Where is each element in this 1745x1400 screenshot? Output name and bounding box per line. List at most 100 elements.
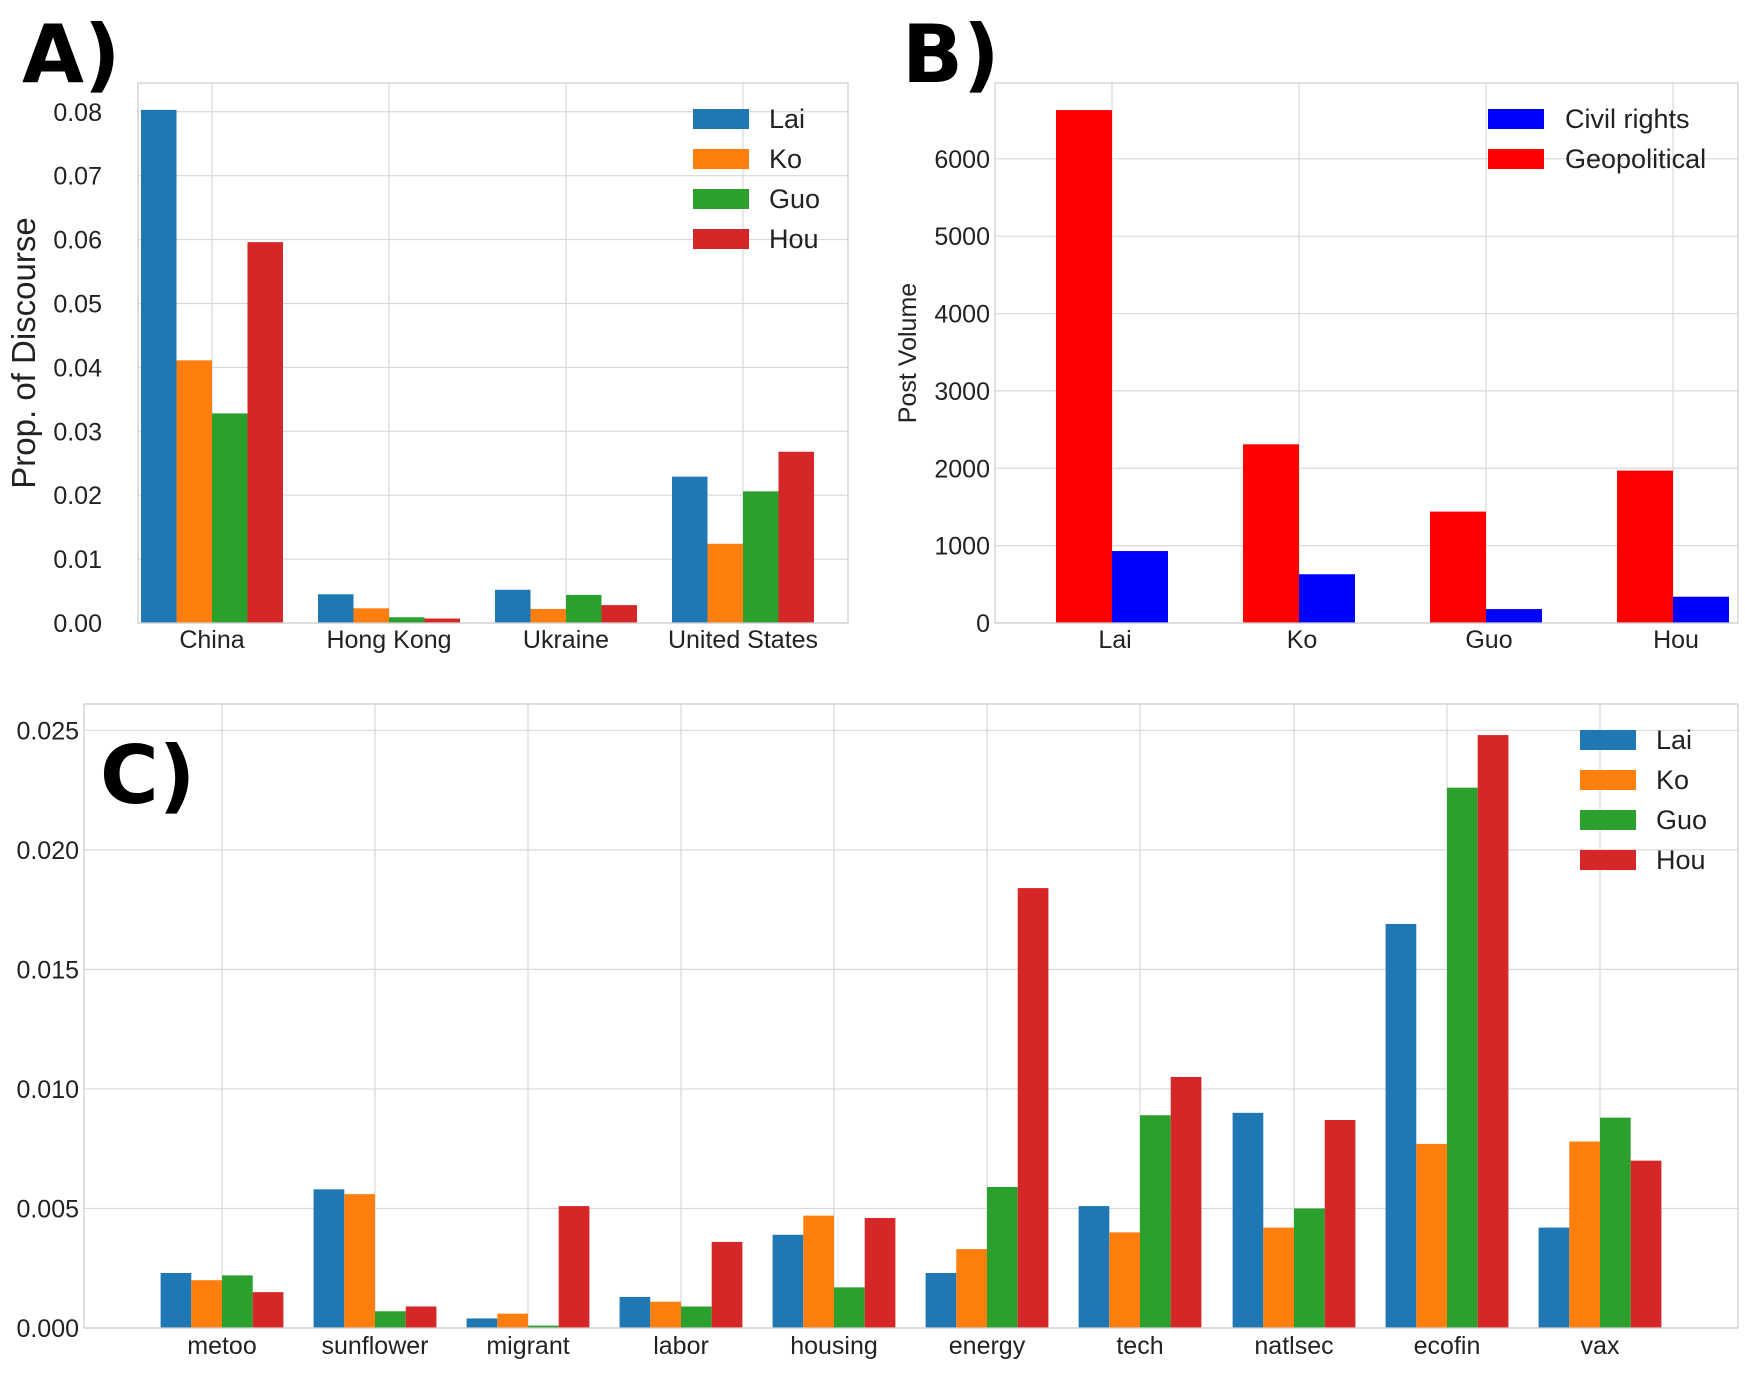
y-tick-label: 0.03	[53, 418, 102, 446]
y-tick-label: 0.00	[53, 610, 102, 638]
bar-ko-ecofin	[1416, 1143, 1447, 1328]
bar-hou-united-states	[778, 451, 814, 623]
y-axis-label: Prop. of Discourse	[5, 217, 42, 488]
panel-label: B)	[902, 8, 1000, 101]
y-tick-label: 0.005	[16, 1195, 79, 1223]
x-tick-label: Guo	[1465, 626, 1512, 654]
x-tick-label: Ko	[1287, 626, 1318, 654]
panel-label: A)	[22, 8, 120, 101]
legend-swatch	[1580, 850, 1636, 870]
x-tick-label: migrant	[486, 1332, 569, 1360]
bar-lai-vax	[1538, 1227, 1570, 1328]
y-axis-label: Post Volume	[894, 283, 922, 423]
bar-hou-housing	[864, 1218, 896, 1328]
bar-lai-migrant	[466, 1318, 498, 1328]
plot-frame	[994, 82, 1739, 624]
bar-ko-labor	[650, 1301, 681, 1328]
chart-panel-a: 0.00 0.01 0.02 0.03 0.04 0.05 0.06 0.07 0.08 Chin…	[5, 8, 849, 654]
legend-label: Guo	[1656, 805, 1707, 835]
legend: Lai Ko Guo Hou	[1580, 725, 1707, 875]
y-tick-label: 5000	[934, 223, 990, 251]
bar-guo-labor	[681, 1306, 712, 1328]
bar-lai-metoo	[160, 1273, 192, 1328]
x-tick-label: tech	[1116, 1332, 1163, 1360]
bar-hou-migrant	[558, 1206, 590, 1328]
bar-hou-sunflower	[405, 1306, 437, 1328]
y-tick-label: 0.01	[53, 546, 102, 574]
legend-label: Civil rights	[1565, 104, 1690, 134]
x-tick-label: housing	[790, 1332, 878, 1360]
bar-guo-vax	[1600, 1117, 1631, 1328]
bar-civil-rights-guo	[1486, 609, 1542, 623]
bar-ko-natlsec	[1263, 1227, 1294, 1328]
y-tick-label: 0.05	[53, 290, 102, 318]
bar-hou-labor	[711, 1241, 743, 1328]
legend: Lai Ko Guo Hou	[693, 104, 820, 254]
x-tick-label: ecofin	[1414, 1332, 1481, 1360]
y-tick-label: 4000	[934, 301, 990, 329]
plot-frame	[137, 82, 849, 624]
x-tick-label: China	[179, 626, 244, 654]
x-tick-label: labor	[653, 1332, 709, 1360]
bar-lai-united-states	[672, 476, 708, 623]
bar-geopolitical-lai	[1056, 110, 1112, 623]
bar-guo-tech	[1140, 1115, 1171, 1328]
chart-panel-b: 0 1000 2000 3000 4000 5000 6000 Lai Ko Guo Hou Post…	[894, 8, 1739, 654]
legend-label: Hou	[1656, 845, 1706, 875]
x-tick-label: vax	[1581, 1332, 1620, 1360]
legend-swatch	[1580, 810, 1636, 830]
legend: Civil rights Geopolitical	[1488, 104, 1706, 174]
bar-ko-ukraine	[530, 608, 566, 623]
y-tick-label: 0.025	[16, 717, 79, 745]
bar-guo-hong-kong	[389, 617, 425, 623]
x-tick-label: Hou	[1653, 626, 1699, 654]
bar-lai-energy	[925, 1273, 957, 1328]
y-tick-label: 0.000	[16, 1315, 79, 1343]
x-tick-label: United States	[668, 626, 818, 654]
bar-geopolitical-guo	[1430, 511, 1486, 623]
y-tick-label: 0.010	[16, 1076, 79, 1104]
bar-lai-ecofin	[1385, 923, 1417, 1328]
x-tick-label: energy	[949, 1332, 1026, 1360]
bar-ko-housing	[803, 1215, 834, 1328]
x-tick-label: Ukraine	[523, 626, 609, 654]
legend-swatch	[693, 149, 749, 169]
y-tick-label: 3000	[934, 378, 990, 406]
bar-ko-hong-kong	[353, 608, 389, 623]
y-tick-label: 0	[976, 610, 990, 638]
legend-swatch	[1580, 730, 1636, 750]
y-tick-label: 0.015	[16, 956, 79, 984]
y-tick-label: 0.04	[53, 354, 102, 382]
bar-hou-energy	[1017, 888, 1049, 1328]
bar-hou-tech	[1170, 1076, 1202, 1328]
legend-label: Lai	[769, 104, 805, 134]
bar-lai-china	[141, 109, 177, 624]
y-tick-label: 0.07	[53, 163, 102, 191]
bar-civil-rights-ko	[1299, 574, 1355, 623]
y-tick-label: 1000	[934, 533, 990, 561]
legend-swatch	[1488, 109, 1544, 129]
bar-guo-housing	[834, 1287, 865, 1328]
x-tick-label: metoo	[187, 1332, 256, 1360]
x-tick-label: sunflower	[322, 1332, 429, 1360]
bar-lai-ukraine	[495, 589, 531, 623]
bar-civil-rights-lai	[1112, 551, 1168, 623]
bar-ko-metoo	[191, 1280, 222, 1328]
y-tick-label: 0.06	[53, 227, 102, 255]
y-tick-label: 0.08	[53, 99, 102, 127]
plot-frame	[83, 703, 1739, 1329]
bar-guo-ukraine	[566, 594, 602, 623]
bar-ko-united-states	[707, 543, 743, 623]
bar-ko-china	[176, 360, 212, 623]
legend-swatch	[1488, 149, 1544, 169]
bar-civil-rights-hou	[1673, 596, 1729, 623]
panel-label: C)	[100, 729, 195, 822]
y-tick-label: 6000	[934, 146, 990, 174]
bar-guo-metoo	[222, 1275, 253, 1328]
bar-hou-vax	[1630, 1160, 1662, 1328]
x-tick-label: natlsec	[1254, 1332, 1333, 1360]
bar-guo-migrant	[528, 1325, 559, 1328]
bar-ko-vax	[1569, 1141, 1600, 1328]
bar-hou-metoo	[252, 1292, 284, 1328]
